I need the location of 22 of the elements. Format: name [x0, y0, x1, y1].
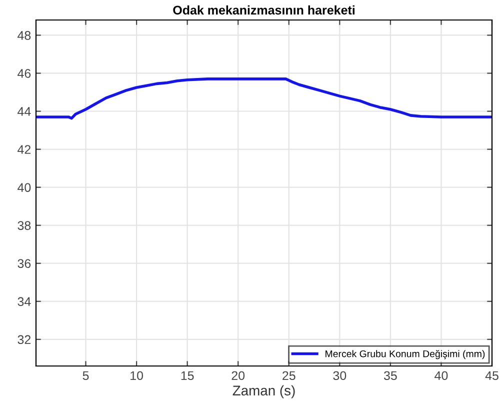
y-tick-label: 34	[18, 297, 31, 306]
y-tick-label: 40	[18, 183, 31, 192]
x-tick-label: 45	[485, 371, 498, 380]
x-tick-label: 20	[232, 371, 245, 380]
legend-label: Mercek Grubu Konum Değişimi (mm)	[326, 350, 485, 360]
y-tick-label: 38	[18, 221, 31, 230]
chart-title: Odak mekanizmasının hareketi	[173, 5, 354, 15]
x-tick-label: 10	[130, 371, 144, 380]
x-tick-label: 5	[82, 371, 89, 380]
x-tick-label: 15	[181, 371, 194, 380]
y-tick-label: 44	[18, 107, 31, 116]
x-tick-label: 40	[434, 371, 448, 380]
x-tick-label: 25	[282, 371, 296, 380]
line-series	[36, 78, 492, 120]
y-tick-label: 48	[18, 31, 31, 40]
x-tick-label: 30	[333, 371, 346, 380]
y-tick-label: 42	[18, 145, 31, 154]
y-tick-label: 36	[18, 259, 31, 268]
x-axis-title: Zaman (s)	[232, 385, 295, 398]
x-tick-label: 35	[384, 371, 397, 380]
y-tick-label: 46	[18, 69, 31, 78]
y-tick-label: 32	[18, 335, 31, 344]
